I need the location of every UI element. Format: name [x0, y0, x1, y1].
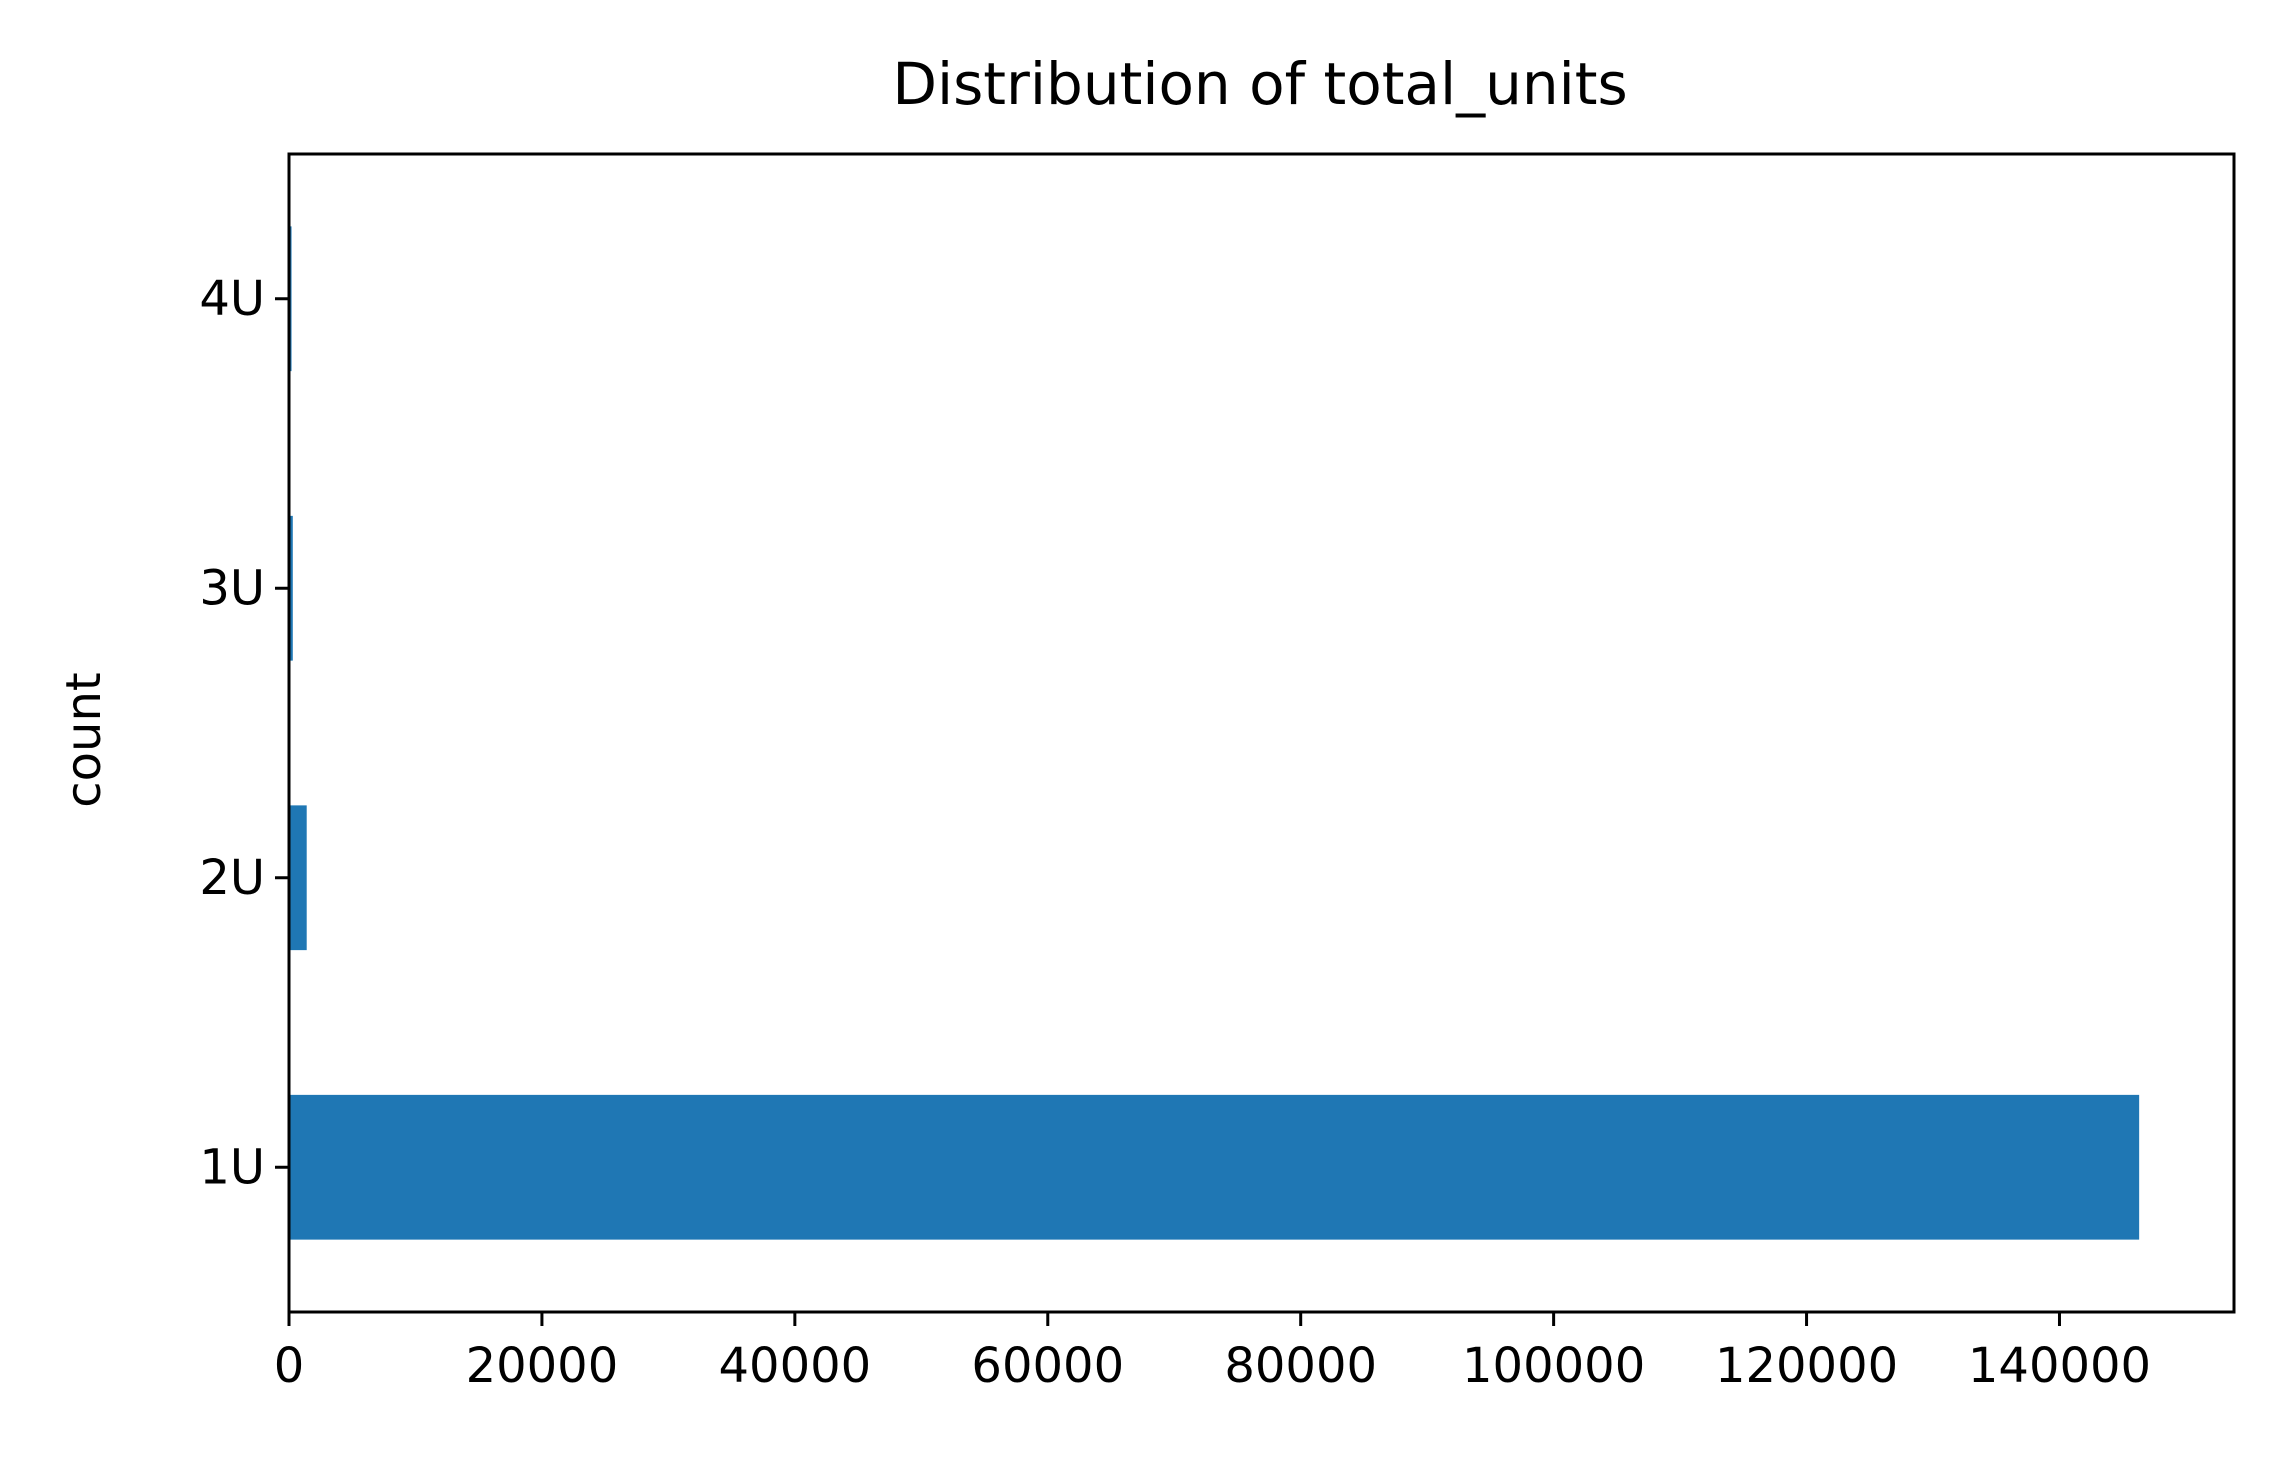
y-ticks: 1U 2U 3U 4U: [199, 271, 289, 1195]
plot-frame: [287, 152, 2236, 1314]
y-tick-label: 3U: [199, 560, 265, 616]
x-tick-label: 120000: [1715, 1338, 1898, 1394]
x-tick-label: 100000: [1462, 1338, 1645, 1394]
x-tick-label: 0: [274, 1338, 305, 1394]
bar-2U: [289, 805, 307, 951]
bar-1U: [289, 1094, 2140, 1240]
y-axis-label: count: [56, 672, 112, 807]
x-ticks: 0 20000 40000 60000 80000 100000 120000 140000: [274, 1312, 2151, 1394]
y-tick-label: 4U: [199, 271, 265, 327]
bars: [289, 226, 2140, 1240]
x-tick-label: 140000: [1968, 1338, 2151, 1394]
bar-3U: [289, 515, 293, 661]
chart-title: Distribution of total_units: [892, 50, 1627, 118]
y-tick-label: 1U: [199, 1139, 265, 1195]
x-tick-label: 20000: [466, 1338, 619, 1394]
x-tick-label: 80000: [1224, 1338, 1377, 1394]
y-tick-label: 2U: [199, 850, 265, 906]
x-tick-label: 40000: [719, 1338, 872, 1394]
x-tick-label: 60000: [971, 1338, 1124, 1394]
